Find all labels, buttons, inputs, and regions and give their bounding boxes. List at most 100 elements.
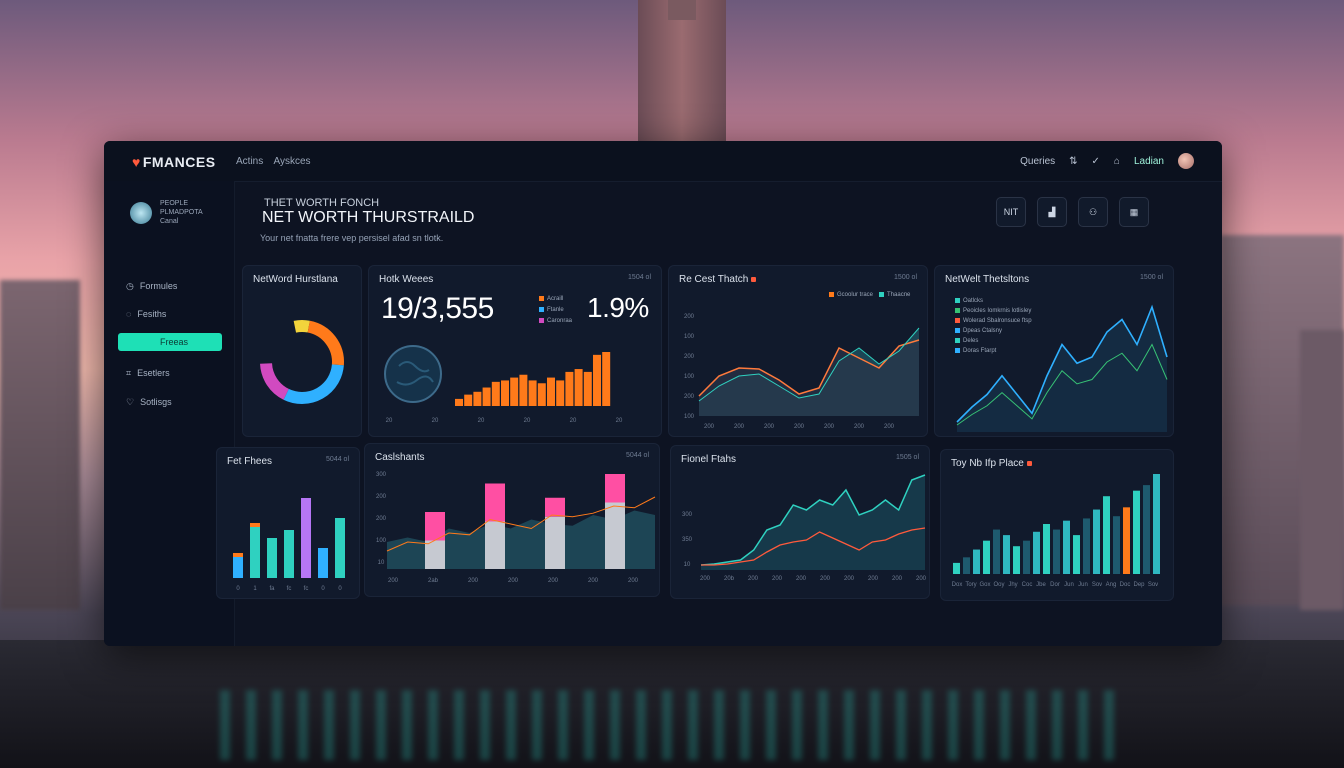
legend-item: Dpeas Ctalsny <box>955 326 1032 336</box>
legend-item: Oatlcks <box>955 296 1032 306</box>
sidebar-item-sotlisgs[interactable]: ♡ Sotlisgs <box>126 396 172 408</box>
legend-item: Doras Ftarpt <box>955 346 1032 356</box>
bar <box>1103 496 1110 574</box>
x-tick-label: 200 <box>884 424 895 430</box>
bar <box>953 562 960 574</box>
x-tick-label: 0 <box>236 586 240 592</box>
bar <box>510 377 519 406</box>
legend-item: Ftanle <box>539 305 572 316</box>
header-kicker: THET WORTH FONCH <box>264 197 380 209</box>
background-tower <box>638 0 726 150</box>
x-tick-label: 200 <box>704 424 715 430</box>
profile-line-3: Canal <box>160 218 179 225</box>
x-tick-label: 200 <box>700 576 711 582</box>
x-tick-label: Dor <box>1050 582 1060 588</box>
header-button-nit[interactable]: NIT <box>996 197 1026 227</box>
card-meta: 5044 ol <box>626 452 649 459</box>
user-name[interactable]: Ladian <box>1133 155 1164 167</box>
user-icon[interactable]: ⚇ <box>1078 197 1108 227</box>
x-tick-label: 20 <box>570 418 577 424</box>
check-icon[interactable]: ✓ <box>1091 155 1100 167</box>
card-top-step[interactable]: Toy Nb Ifp Place Dox Tory Gox Ooy Jhy Coc Jbe D… <box>940 449 1174 601</box>
card-networth[interactable]: NetWord Hurstlana <box>242 265 362 437</box>
x-tick-label: Jhy <box>1008 582 1017 588</box>
card-networth-transitions[interactable]: NetWelt Thetsltons 1500 ol Oatlcks Peoic… <box>934 265 1174 437</box>
bar <box>464 394 473 406</box>
sort-icon[interactable]: ⇅ <box>1069 155 1078 167</box>
alert-dot-icon <box>751 277 757 282</box>
bar <box>545 497 565 517</box>
x-tick-label: 1 <box>253 586 257 592</box>
bar <box>1143 485 1150 574</box>
y-tick-label: 10 <box>684 562 691 568</box>
x-tick-label: 200 <box>588 578 599 584</box>
transitions-chart <box>956 304 1168 432</box>
bar <box>963 557 970 574</box>
donut-chart <box>260 320 344 404</box>
desk-surface <box>0 640 1344 768</box>
top-step-chart: Dox Tory Gox Ooy Jhy Coc Jbe Dor Jun Jun Sov Ang Doc… <box>952 474 1160 588</box>
x-tick-label: Doc <box>1120 582 1131 588</box>
card-meta: 1500 ol <box>1140 274 1163 281</box>
card-title: Hotk Weees <box>379 274 434 285</box>
bar <box>583 371 592 406</box>
bar <box>335 518 345 578</box>
bar <box>1013 546 1020 574</box>
home-icon[interactable]: ⌂ <box>1113 155 1120 167</box>
x-tick-label: 200 <box>892 576 903 582</box>
nav-link-actions[interactable]: Actins <box>236 156 264 167</box>
legend-item: Acraill <box>539 294 572 305</box>
avatar[interactable] <box>1178 153 1194 169</box>
clock-icon: ◷ <box>126 280 134 291</box>
holdings-chart: 20 20 20 20 20 20 <box>384 345 623 424</box>
card-forward[interactable]: Fionel Ftahs 1505 ol 300 350 10 200 20b 200 20… <box>670 445 930 599</box>
sidebar-item-fesiths[interactable]: ◌ Fesiths <box>126 309 167 319</box>
bar <box>556 380 565 406</box>
card-title: NetWord Hurstlana <box>253 274 338 285</box>
grid-icon[interactable]: ▦ <box>1119 197 1149 227</box>
x-tick-label: Gox <box>979 582 990 588</box>
bar <box>1093 509 1100 574</box>
page-title: NET WORTH THURSTRAILD <box>262 209 475 226</box>
bar <box>482 387 491 406</box>
bar-chart-icon[interactable]: ▟ <box>1037 197 1067 227</box>
card-fees[interactable]: Fet Fhees 5044 ol 0 1 fa fc fc 0 0 <box>216 447 360 599</box>
x-tick-label: 200 <box>764 424 775 430</box>
bar <box>485 521 505 569</box>
bar <box>565 371 574 406</box>
bar <box>973 549 980 574</box>
series-line <box>700 474 926 566</box>
nav-link-analyses[interactable]: Ayskces <box>273 156 311 167</box>
bar <box>605 474 625 503</box>
x-tick-label: Sov <box>1148 582 1158 588</box>
sidebar-item-esetlers[interactable]: ⌗ Esetlers <box>126 367 170 379</box>
card-title: Fet Fhees <box>227 456 273 467</box>
card-holdings[interactable]: Hotk Weees 1504 ol 19/3,555 Acraill Ftan… <box>368 265 662 437</box>
background-building-right-2 <box>1300 330 1344 610</box>
series-line <box>386 496 656 552</box>
bar <box>250 523 260 578</box>
sidebar-item-formules[interactable]: ◷ Formules <box>126 280 178 292</box>
y-tick-label: 200 <box>376 494 387 500</box>
card-meta: 1504 ol <box>628 274 651 281</box>
x-tick-label: 200 <box>868 576 879 582</box>
card-cost-trend[interactable]: Re Cest Thatch 1500 ol Gcoolur trace Tha… <box>668 265 928 437</box>
donut-slice <box>283 364 344 404</box>
queries-link[interactable]: Queries <box>1020 155 1056 167</box>
x-tick-label: Sov <box>1092 582 1102 588</box>
card-cashflow[interactable]: Caslshants 5044 ol 300 200 200 100 10 200 2ab 2… <box>364 443 660 597</box>
bar <box>1153 474 1160 574</box>
card-meta: 1505 ol <box>896 454 919 461</box>
profile-block[interactable]: PEOPLE PLMADPOTA Canal <box>130 199 203 226</box>
series-area <box>701 475 925 570</box>
top-bar: ♥ FMANCES Actins Ayskces Queries ⇅ ✓ ⌂ La… <box>104 141 1222 182</box>
x-tick-label: Jbe <box>1036 582 1046 588</box>
dashboard-window: ♥ FMANCES Actins Ayskces Queries ⇅ ✓ ⌂ La… <box>104 141 1222 646</box>
sidebar-item-freeas[interactable]: Freeas <box>118 333 222 351</box>
percent-change: 1.9% <box>587 292 649 323</box>
bar <box>473 391 482 406</box>
series-area <box>387 510 655 569</box>
x-tick-label: 20 <box>432 418 439 424</box>
x-tick-label: Jun <box>1078 582 1088 588</box>
app-logo[interactable]: ♥ FMANCES <box>132 154 216 170</box>
